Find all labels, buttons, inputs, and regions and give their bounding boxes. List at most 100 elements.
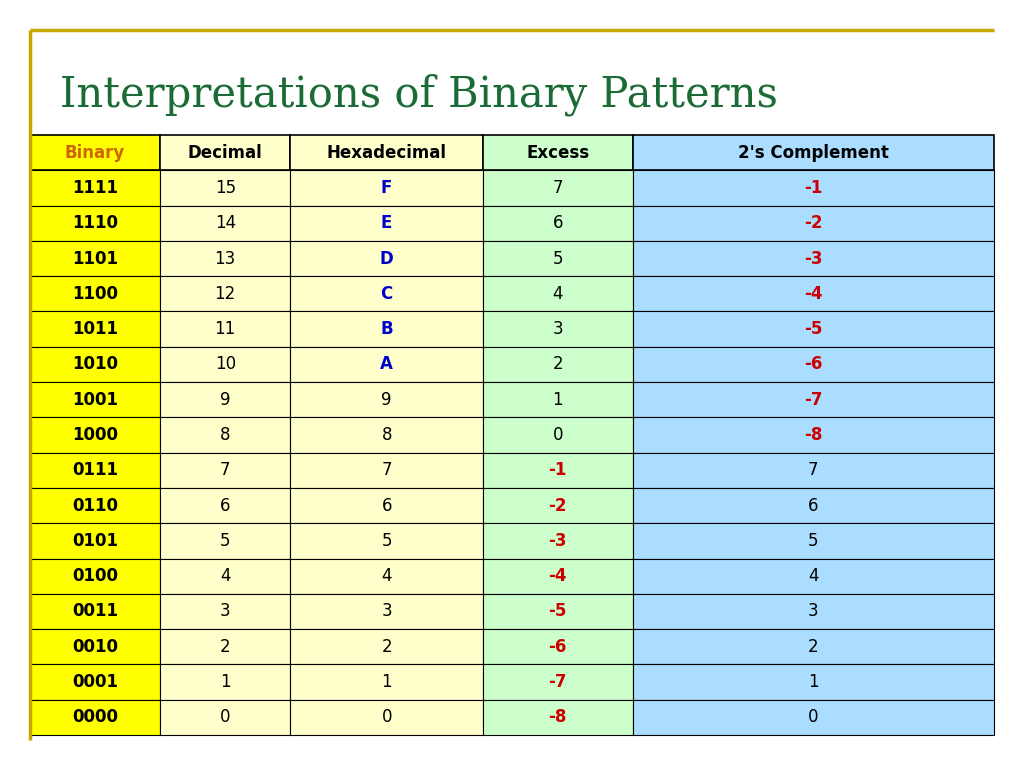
Text: Binary: Binary [65, 144, 125, 161]
Text: 2: 2 [381, 637, 392, 656]
Bar [30, 664, 160, 700]
Text: 0011: 0011 [72, 602, 118, 621]
Text: 3: 3 [553, 320, 563, 338]
Text: -6: -6 [549, 637, 567, 656]
Bar [290, 664, 483, 700]
Text: A: A [380, 356, 393, 373]
Text: 3: 3 [808, 602, 818, 621]
Text: 7: 7 [553, 179, 563, 197]
Text: -3: -3 [804, 250, 822, 267]
Bar [160, 312, 290, 347]
Bar [483, 347, 633, 382]
Bar [160, 241, 290, 276]
Text: -2: -2 [804, 214, 822, 232]
Bar [30, 488, 160, 523]
Bar [160, 452, 290, 488]
Text: 6: 6 [553, 214, 563, 232]
Text: 7: 7 [808, 462, 818, 479]
Text: 1: 1 [553, 391, 563, 409]
Bar [30, 241, 160, 276]
Bar [30, 452, 160, 488]
Bar [483, 594, 633, 629]
Text: 9: 9 [381, 391, 392, 409]
Bar [633, 700, 994, 735]
Bar [30, 523, 160, 558]
Bar [483, 700, 633, 735]
Text: 2: 2 [553, 356, 563, 373]
Text: 0: 0 [553, 426, 563, 444]
Text: 4: 4 [220, 568, 230, 585]
Bar [160, 558, 290, 594]
Text: -2: -2 [549, 497, 567, 515]
Bar [160, 664, 290, 700]
Text: 5: 5 [220, 532, 230, 550]
Text: 11: 11 [215, 320, 236, 338]
Bar [483, 417, 633, 452]
Text: 0: 0 [381, 708, 392, 727]
Bar [160, 488, 290, 523]
Bar [160, 170, 290, 206]
Text: 8: 8 [381, 426, 392, 444]
Text: 5: 5 [808, 532, 818, 550]
Bar [633, 488, 994, 523]
Text: Interpretations of Binary Patterns: Interpretations of Binary Patterns [60, 74, 778, 116]
Bar [290, 452, 483, 488]
Text: 2: 2 [808, 637, 818, 656]
Bar [633, 594, 994, 629]
Bar [483, 664, 633, 700]
Bar [160, 700, 290, 735]
Text: 1101: 1101 [72, 250, 118, 267]
Text: E: E [381, 214, 392, 232]
Bar [483, 135, 633, 170]
Text: Excess: Excess [526, 144, 590, 161]
Text: 1: 1 [808, 673, 818, 691]
Bar [633, 558, 994, 594]
Bar [290, 206, 483, 241]
Text: 5: 5 [381, 532, 392, 550]
Text: 1: 1 [381, 673, 392, 691]
Bar [30, 700, 160, 735]
Text: 4: 4 [553, 285, 563, 303]
Bar [290, 382, 483, 417]
Bar [290, 488, 483, 523]
Text: -8: -8 [804, 426, 822, 444]
Text: Hexadecimal: Hexadecimal [327, 144, 446, 161]
Text: 1110: 1110 [72, 214, 118, 232]
Bar [483, 241, 633, 276]
Bar [30, 417, 160, 452]
Bar [633, 452, 994, 488]
Bar [30, 558, 160, 594]
Text: 13: 13 [215, 250, 236, 267]
Bar [160, 594, 290, 629]
Text: -4: -4 [804, 285, 822, 303]
Bar [290, 347, 483, 382]
Bar [290, 594, 483, 629]
Text: 0100: 0100 [72, 568, 118, 585]
Bar [633, 382, 994, 417]
Bar [483, 488, 633, 523]
Bar [633, 276, 994, 312]
Bar [633, 135, 994, 170]
Bar [290, 135, 483, 170]
Bar [160, 629, 290, 664]
Bar [290, 558, 483, 594]
Bar [633, 170, 994, 206]
Bar [633, 347, 994, 382]
Text: Decimal: Decimal [187, 144, 262, 161]
Text: -7: -7 [804, 391, 822, 409]
Bar [160, 382, 290, 417]
Text: 1010: 1010 [72, 356, 118, 373]
Bar [160, 276, 290, 312]
Bar [483, 629, 633, 664]
Bar [290, 523, 483, 558]
Text: 1001: 1001 [72, 391, 118, 409]
Bar [290, 629, 483, 664]
Bar [30, 170, 160, 206]
Text: 4: 4 [381, 568, 392, 585]
Bar [30, 347, 160, 382]
Text: C: C [381, 285, 393, 303]
Bar [633, 206, 994, 241]
Text: 0: 0 [808, 708, 818, 727]
Text: 0001: 0001 [72, 673, 118, 691]
Bar [290, 312, 483, 347]
